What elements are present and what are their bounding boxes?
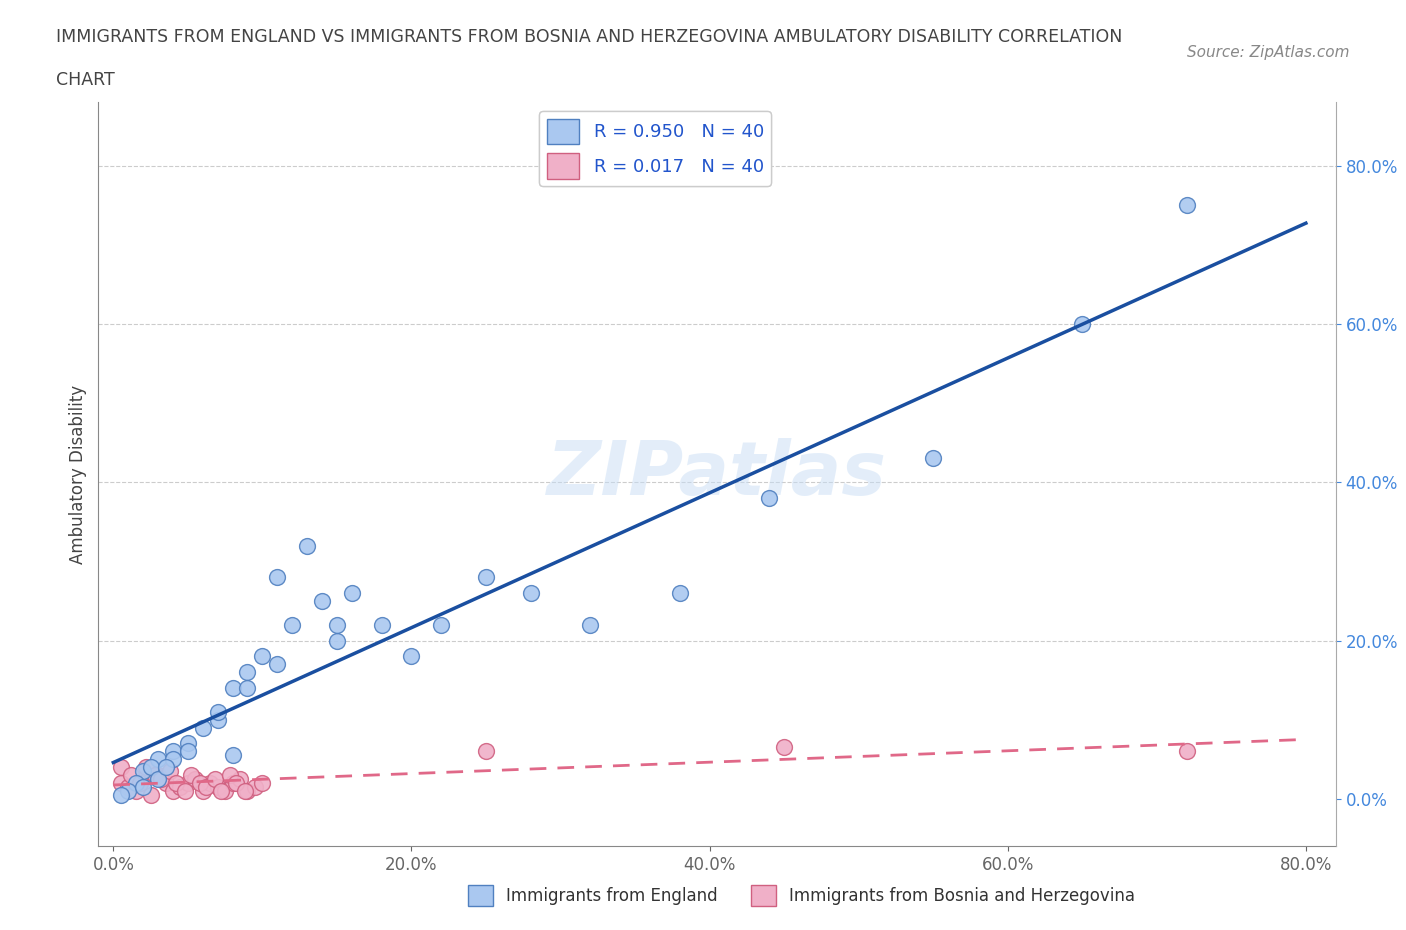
Point (221, 681, 243, 696)
Point (229, 772, 252, 787)
Point (295, 538, 318, 553)
Point (579, 618, 602, 632)
Text: CHART: CHART (56, 71, 115, 88)
Point (207, 712, 229, 727)
Point (475, 570, 498, 585)
Point (120, 767, 142, 782)
Point (340, 586, 363, 601)
Text: ZIPatlas: ZIPatlas (547, 438, 887, 511)
Point (132, 764, 155, 778)
Point (162, 783, 184, 798)
Point (132, 772, 155, 787)
Point (155, 776, 177, 790)
Point (252, 776, 274, 790)
Point (165, 776, 187, 790)
Point (110, 776, 132, 790)
Point (110, 760, 132, 775)
Point (326, 618, 349, 632)
Point (1175, 744, 1198, 759)
Point (225, 776, 247, 790)
Point (773, 740, 796, 755)
Point (266, 657, 288, 671)
Point (162, 751, 184, 766)
Point (200, 776, 222, 790)
Point (129, 776, 152, 790)
Point (236, 783, 259, 798)
Point (243, 779, 266, 794)
Legend: R = 0.950   N = 40, R = 0.017   N = 40: R = 0.950 N = 40, R = 0.017 N = 40 (540, 112, 770, 186)
Point (207, 779, 229, 794)
Point (143, 767, 166, 782)
Point (132, 779, 155, 794)
Point (110, 788, 132, 803)
Point (475, 744, 498, 759)
Point (150, 772, 173, 787)
Point (209, 783, 232, 798)
Point (180, 767, 202, 782)
Legend: Immigrants from England, Immigrants from Bosnia and Herzegovina: Immigrants from England, Immigrants from… (461, 879, 1142, 912)
Point (430, 618, 453, 632)
Point (146, 751, 169, 766)
Point (758, 491, 780, 506)
Point (184, 772, 207, 787)
Point (191, 783, 214, 798)
Point (159, 764, 181, 778)
Point (117, 783, 139, 798)
Point (1071, 316, 1094, 331)
Point (155, 760, 177, 775)
Point (146, 772, 169, 787)
Point (370, 618, 392, 632)
Point (188, 776, 211, 790)
Point (281, 618, 304, 632)
Point (146, 767, 169, 782)
Point (177, 744, 200, 759)
Point (221, 776, 243, 790)
Point (125, 783, 148, 798)
Point (194, 779, 217, 794)
Point (266, 570, 288, 585)
Point (252, 649, 274, 664)
Text: Source: ZipAtlas.com: Source: ZipAtlas.com (1187, 45, 1350, 60)
Point (204, 772, 226, 787)
Point (173, 783, 195, 798)
Point (221, 748, 243, 763)
Point (1175, 198, 1198, 213)
Point (139, 760, 162, 775)
Point (135, 760, 157, 775)
Point (326, 633, 349, 648)
Point (233, 783, 256, 798)
Point (668, 586, 690, 601)
Point (117, 779, 139, 794)
Text: IMMIGRANTS FROM ENGLAND VS IMMIGRANTS FROM BOSNIA AND HERZEGOVINA AMBULATORY DIS: IMMIGRANTS FROM ENGLAND VS IMMIGRANTS FR… (56, 28, 1122, 46)
Point (139, 788, 162, 803)
Point (162, 744, 184, 759)
Point (191, 720, 214, 735)
Point (177, 776, 200, 790)
Point (218, 767, 240, 782)
Point (311, 593, 333, 608)
Point (236, 665, 259, 680)
Point (519, 586, 541, 601)
Point (401, 649, 423, 664)
Point (214, 783, 236, 798)
Point (207, 704, 229, 719)
Y-axis label: Ambulatory Disability: Ambulatory Disability (69, 385, 87, 564)
Point (125, 776, 148, 790)
Point (169, 779, 191, 794)
Point (236, 681, 259, 696)
Point (922, 451, 945, 466)
Point (177, 736, 200, 751)
